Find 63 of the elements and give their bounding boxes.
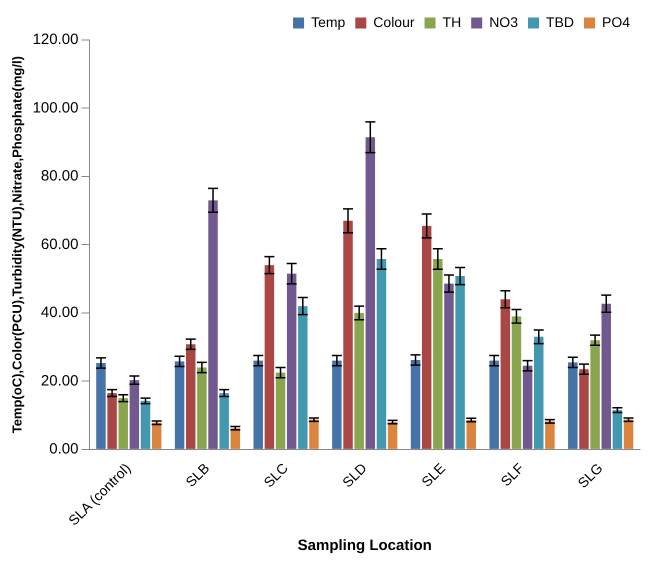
bar — [254, 360, 263, 449]
x-tick-label: SLG — [574, 460, 606, 491]
bar — [612, 410, 622, 449]
bar — [624, 420, 634, 449]
legend-label: TBD — [546, 14, 574, 30]
bar — [219, 393, 229, 449]
y-axis-title: Temp(oC),Color(PCU),Turbidity(NTU),Nitrate,Phosphate(mg/l) — [9, 56, 24, 434]
bar — [343, 220, 353, 449]
bar — [186, 344, 196, 449]
bar — [590, 340, 600, 449]
bar — [366, 137, 376, 449]
bar — [433, 259, 443, 449]
y-tick-label: 100.00 — [32, 99, 78, 116]
y-tick-label: 60.00 — [40, 236, 78, 253]
bar — [376, 259, 386, 449]
bar — [332, 360, 342, 449]
x-tick-label: SLF — [497, 460, 527, 490]
x-tick-label: SLB — [182, 460, 212, 490]
legend-label: Temp — [311, 14, 346, 30]
bar — [286, 274, 296, 449]
legend-label: Colour — [373, 14, 415, 30]
bar — [276, 372, 286, 449]
bar — [602, 304, 611, 449]
bar — [298, 306, 308, 449]
bar — [208, 200, 218, 449]
bar — [309, 420, 319, 449]
bar — [230, 428, 240, 449]
bar — [197, 367, 207, 449]
bar — [140, 400, 150, 449]
bar — [422, 226, 432, 449]
bar — [174, 361, 184, 449]
bar — [107, 393, 117, 449]
y-tick-label: 80.00 — [40, 168, 78, 185]
bar — [152, 422, 162, 449]
y-tick-label: 0.00 — [49, 440, 78, 458]
y-tick-label: 20.00 — [40, 372, 78, 390]
bar — [118, 398, 128, 449]
bar — [522, 366, 532, 449]
x-tick-label: SLD — [339, 460, 370, 490]
bar — [410, 360, 420, 449]
bar — [489, 360, 499, 449]
bar — [264, 265, 274, 449]
bar — [354, 312, 364, 449]
y-tick-label: 120.00 — [32, 31, 78, 48]
bar — [534, 336, 544, 449]
legend-label: PO4 — [602, 14, 630, 30]
x-tick-label: SLE — [418, 460, 448, 490]
bar — [466, 420, 476, 449]
bar — [130, 380, 140, 449]
y-tick-label: 40.00 — [40, 304, 78, 322]
bar — [455, 276, 465, 449]
bar — [500, 299, 510, 449]
legend-label: TH — [442, 14, 462, 30]
bar — [388, 422, 398, 449]
bar — [512, 316, 522, 449]
x-axis-title: Sampling Location — [298, 537, 432, 554]
bar — [96, 363, 106, 449]
x-tick-label: SLC — [260, 460, 291, 490]
bar — [444, 284, 454, 449]
bar — [568, 362, 578, 449]
bar — [545, 421, 555, 449]
legend-label: NO3 — [489, 14, 518, 30]
bar — [579, 369, 589, 449]
